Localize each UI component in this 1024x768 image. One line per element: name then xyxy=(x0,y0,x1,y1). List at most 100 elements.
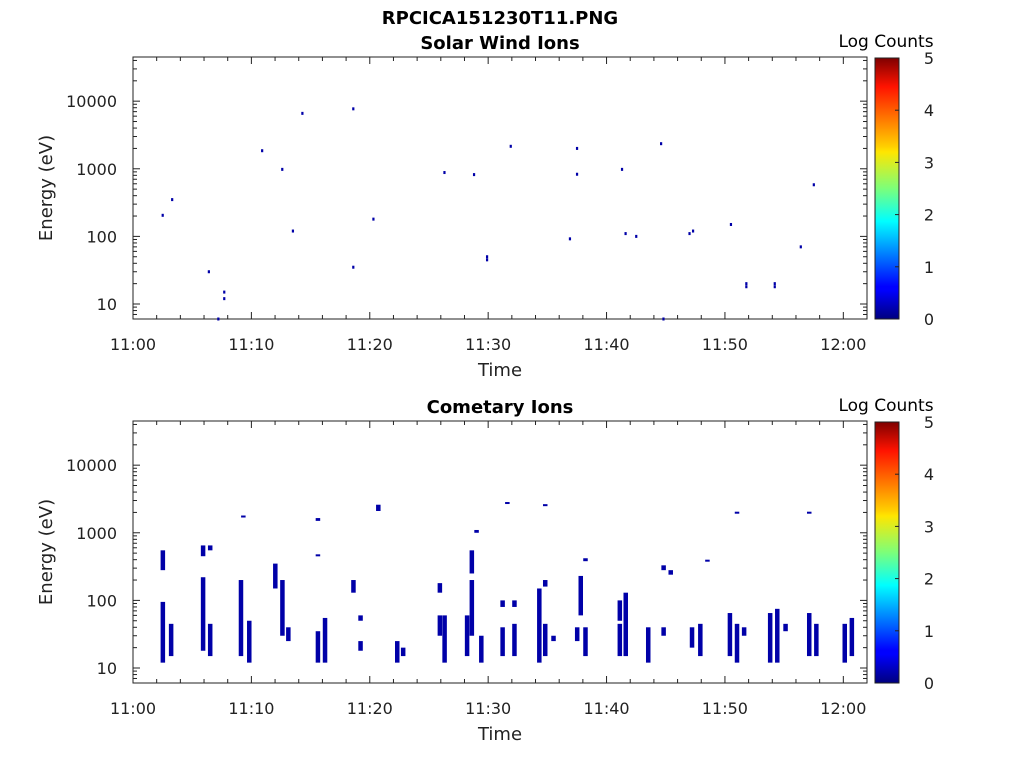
x-axis-ticks: 11:00 11:10 11:20 11:30 11:40 11:50 12:00 xyxy=(110,421,866,718)
data-column xyxy=(767,613,773,663)
data-point xyxy=(575,172,579,176)
data-column xyxy=(689,627,695,648)
data-column xyxy=(574,627,580,642)
data-column xyxy=(200,545,206,557)
x-tick-label: 11:00 xyxy=(110,699,156,718)
data-point xyxy=(261,149,264,153)
data-column xyxy=(512,600,517,607)
data-marks xyxy=(160,502,855,663)
colorbar-tick-label: 0 xyxy=(924,674,934,693)
colorbar-tick-label: 1 xyxy=(924,622,934,641)
data-point xyxy=(485,258,489,262)
x-tick-label: 11:40 xyxy=(583,335,629,354)
data-point xyxy=(207,270,210,274)
data-point xyxy=(217,317,220,321)
data-column xyxy=(442,615,447,663)
data-column xyxy=(617,623,623,657)
colorbar-tick-label: 2 xyxy=(924,206,934,225)
data-column xyxy=(437,615,443,636)
data-point xyxy=(620,167,624,171)
x-tick-label: 11:20 xyxy=(347,699,393,718)
data-point xyxy=(223,297,226,301)
data-column xyxy=(358,615,363,621)
data-column xyxy=(395,641,400,663)
colorbar-tick-label: 5 xyxy=(924,49,934,68)
data-column xyxy=(479,635,484,663)
data-column xyxy=(668,570,673,575)
data-point xyxy=(171,198,174,202)
data-column xyxy=(200,577,206,651)
data-column xyxy=(400,647,406,657)
data-point xyxy=(485,255,489,259)
y-axis-label: Energy (eV) xyxy=(36,499,57,605)
data-column xyxy=(474,529,479,533)
data-column xyxy=(661,627,666,636)
data-column xyxy=(469,550,475,574)
data-point xyxy=(745,282,748,286)
data-column xyxy=(583,558,588,562)
data-column xyxy=(273,563,278,589)
panel-title: Solar Wind Ions xyxy=(420,33,579,54)
data-point xyxy=(624,232,627,236)
data-column xyxy=(623,592,628,657)
data-point xyxy=(729,222,733,226)
data-point xyxy=(352,107,355,111)
x-tick-label: 11:20 xyxy=(347,335,393,354)
data-column xyxy=(698,623,703,657)
data-point xyxy=(575,146,579,150)
colorbar-ticks: 0 1 2 3 4 5 xyxy=(895,49,934,329)
data-column xyxy=(500,600,505,607)
data-column xyxy=(542,623,548,657)
data-column xyxy=(469,580,475,636)
data-column xyxy=(207,545,213,551)
data-column xyxy=(315,631,321,663)
data-column xyxy=(842,623,848,663)
y-tick-label: 10 xyxy=(97,295,117,314)
x-tick-label: 12:00 xyxy=(820,699,866,718)
colorbar-tick-label: 3 xyxy=(924,153,934,172)
data-column xyxy=(351,580,356,593)
data-column xyxy=(207,623,213,657)
colorbar-tick-label: 1 xyxy=(924,258,934,277)
data-column xyxy=(286,627,291,642)
y-axis-ticks: 10 100 1000 10000 xyxy=(66,59,867,320)
y-axis-label: Energy (eV) xyxy=(36,135,57,241)
data-point xyxy=(773,285,776,289)
x-tick-label: 11:10 xyxy=(228,699,274,718)
data-column xyxy=(322,617,328,663)
data-column xyxy=(734,623,740,663)
data-column xyxy=(241,515,246,518)
data-column xyxy=(849,617,855,657)
colorbar-tick-label: 4 xyxy=(924,465,934,484)
data-column xyxy=(734,511,740,514)
data-point xyxy=(688,232,691,236)
data-column xyxy=(247,620,252,663)
colorbar-gradient xyxy=(874,57,900,320)
y-tick-label: 100 xyxy=(86,591,117,610)
y-axis-ticks: 10 100 1000 10000 xyxy=(66,423,867,684)
colorbar-tick-label: 5 xyxy=(924,413,934,432)
x-tick-label: 11:50 xyxy=(702,335,748,354)
figure-title: RPCICA151230T11.PNG xyxy=(382,8,618,29)
data-point xyxy=(568,237,572,241)
data-column xyxy=(280,580,285,636)
data-column xyxy=(578,575,584,616)
x-axis-ticks: 11:00 11:10 11:20 11:30 11:40 11:50 12:00 xyxy=(110,57,866,354)
colorbar-gradient xyxy=(874,421,900,684)
colorbar: Log Counts 0 1 2 3 4 5 xyxy=(838,32,934,329)
panel-title: Cometary Ions xyxy=(427,397,574,418)
colorbar-ticks: 0 1 2 3 4 5 xyxy=(895,413,934,693)
data-column xyxy=(160,550,166,571)
x-axis-label: Time xyxy=(477,360,522,381)
y-tick-label: 1000 xyxy=(76,524,117,543)
data-column xyxy=(505,502,510,505)
data-column xyxy=(783,623,788,632)
data-column xyxy=(315,554,321,557)
plot-frame xyxy=(132,56,868,320)
data-column xyxy=(661,565,666,571)
data-column xyxy=(512,623,517,657)
data-point xyxy=(161,213,164,217)
